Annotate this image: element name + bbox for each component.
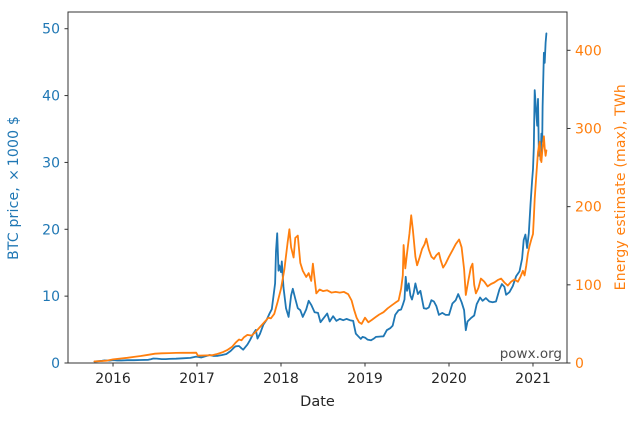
line-energy-estimate bbox=[93, 135, 548, 363]
x-tick-label: 2016 bbox=[95, 371, 131, 387]
y-right-tick-label: 200 bbox=[575, 200, 602, 216]
y-right-tick-label: 100 bbox=[575, 278, 602, 294]
x-tick-label: 2018 bbox=[263, 371, 299, 387]
y-left-tick-label: 30 bbox=[42, 155, 60, 171]
y-left-tick-label: 10 bbox=[42, 289, 60, 305]
x-tick-label: 2017 bbox=[179, 371, 215, 387]
y-right-tick-label: 400 bbox=[575, 43, 602, 59]
y-axis-left-ticks: 0 10 20 30 40 50 bbox=[42, 22, 68, 372]
plot-border bbox=[67, 11, 568, 364]
x-tick-label: 2021 bbox=[515, 371, 551, 387]
y-left-tick-label: 40 bbox=[42, 89, 60, 105]
x-tick-label: 2020 bbox=[431, 371, 467, 387]
line-btc-price bbox=[93, 32, 548, 363]
y-left-tick-label: 20 bbox=[42, 222, 60, 238]
x-tick-label: 2019 bbox=[347, 371, 383, 387]
y-right-tick-label: 300 bbox=[575, 121, 602, 137]
series-lines bbox=[93, 32, 548, 363]
y-left-tick-label: 0 bbox=[51, 356, 60, 372]
y-left-tick-label: 50 bbox=[42, 22, 60, 38]
x-axis-ticks: 2016 2017 2018 2019 2020 2021 bbox=[95, 363, 551, 387]
y-right-tick-label: 0 bbox=[575, 356, 584, 372]
y-axis-right-ticks: 0 100 200 300 400 bbox=[567, 43, 602, 372]
watermark: powx.org bbox=[500, 346, 562, 362]
